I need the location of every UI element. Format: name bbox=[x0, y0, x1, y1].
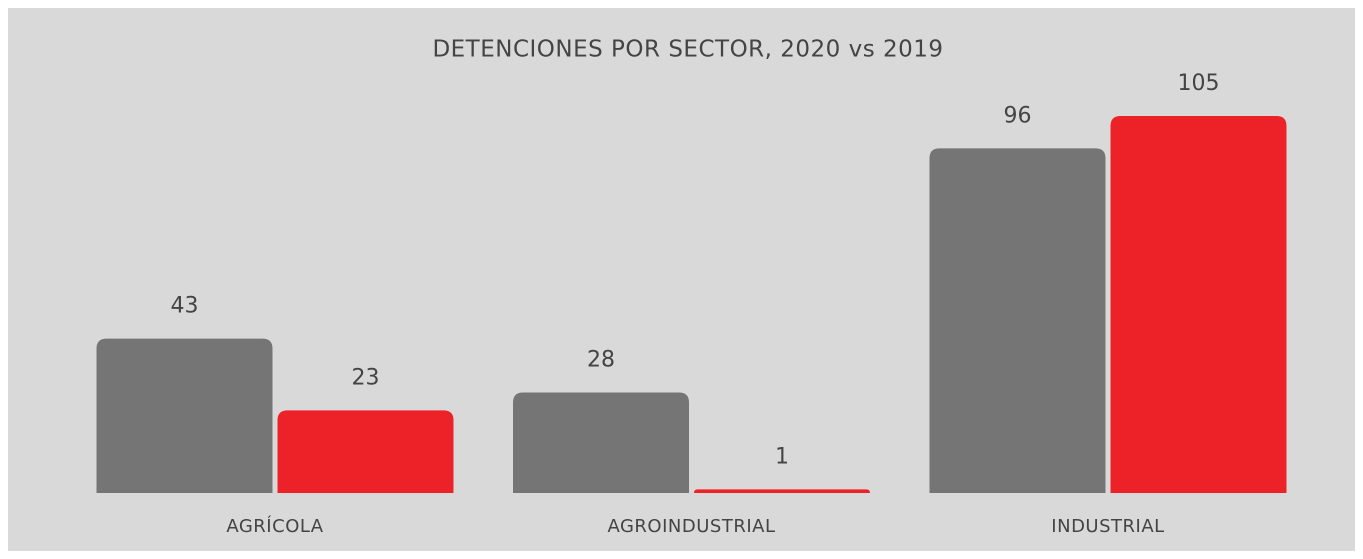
bar bbox=[513, 392, 689, 493]
value-label: 96 bbox=[1004, 103, 1032, 128]
value-label: 28 bbox=[587, 347, 615, 372]
chart-title: DETENCIONES POR SECTOR, 2020 vs 2019 bbox=[432, 37, 943, 63]
bar bbox=[277, 410, 454, 493]
bar bbox=[929, 148, 1106, 494]
x-tick-label: INDUSTRIAL bbox=[1051, 516, 1164, 537]
value-label: 1 bbox=[775, 444, 789, 469]
bar bbox=[694, 489, 870, 493]
bar bbox=[96, 338, 273, 493]
value-label: 105 bbox=[1178, 71, 1220, 96]
bar bbox=[1110, 116, 1287, 493]
value-label: 43 bbox=[171, 294, 199, 319]
x-tick-label: AGROINDUSTRIAL bbox=[607, 516, 775, 537]
value-label: 23 bbox=[352, 365, 380, 390]
x-tick-label: AGRÍCOLA bbox=[226, 515, 323, 537]
